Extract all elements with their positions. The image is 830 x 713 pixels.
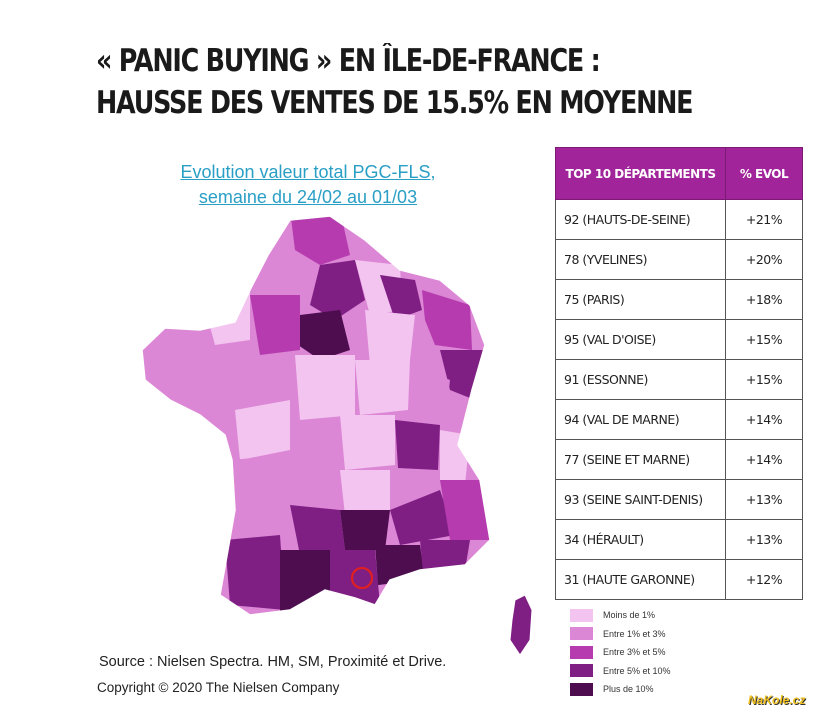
- title-line-1: « PANIC BUYING » EN ÎLE-DE-FRANCE :: [96, 43, 601, 79]
- dept-cell: 34 (HÉRAULT): [555, 519, 726, 560]
- legend-swatch: [570, 682, 593, 696]
- map-legend: Moins de 1% Entre 1% et 3% Entre 3% et 5…: [570, 606, 671, 699]
- map-regions: [142, 216, 490, 615]
- title-line-2: HAUSSE DES VENTES DE 15.5% EN MOYENNE: [96, 85, 694, 121]
- evol-cell: +15%: [725, 319, 803, 360]
- header-departments: TOP 10 DÉPARTEMENTS: [555, 147, 726, 200]
- legend-item: Plus de 10%: [570, 680, 671, 699]
- evol-cell: +20%: [725, 239, 803, 280]
- legend-label: Entre 1% et 3%: [603, 628, 666, 639]
- legend-swatch: [570, 664, 593, 678]
- watermark-logo: NaKole.cz: [748, 693, 806, 707]
- dept-cell: 94 (VAL DE MARNE): [555, 399, 726, 440]
- france-outline: [141, 215, 491, 616]
- evol-cell: +15%: [725, 359, 803, 400]
- legend-label: Entre 5% et 10%: [603, 665, 671, 676]
- evol-cell: +13%: [725, 479, 803, 520]
- dept-cell: 93 (SEINE SAINT-DENIS): [555, 479, 726, 520]
- table-row: 91 (ESSONNE) +15%: [555, 359, 803, 400]
- evol-cell: +13%: [725, 519, 803, 560]
- dept-cell: 78 (YVELINES): [555, 239, 726, 280]
- table-row: 93 (SEINE SAINT-DENIS) +13%: [555, 479, 803, 520]
- legend-swatch: [570, 608, 593, 622]
- table-row: 34 (HÉRAULT) +13%: [555, 519, 803, 560]
- evol-cell: +12%: [725, 559, 803, 600]
- copyright-note: Copyright © 2020 The Nielsen Company: [97, 680, 340, 695]
- legend-swatch: [570, 627, 593, 641]
- dept-cell: 92 (HAUTS-DE-SEINE): [555, 199, 726, 240]
- map-subtitle-link[interactable]: Evolution valeur total PGC-FLS, semaine …: [150, 160, 466, 210]
- table-row: 75 (PARIS) +18%: [555, 279, 803, 320]
- legend-label: Entre 3% et 5%: [603, 647, 666, 658]
- header-evolution: % EVOL: [725, 147, 803, 200]
- evol-cell: +18%: [725, 279, 803, 320]
- corsica-region: [509, 594, 533, 656]
- dept-cell: 31 (HAUTE GARONNE): [555, 559, 726, 600]
- subtitle-line-1: Evolution valeur total PGC-FLS,: [180, 162, 436, 182]
- legend-item: Entre 5% et 10%: [570, 662, 671, 681]
- legend-swatch: [570, 645, 593, 659]
- legend-item: Entre 3% et 5%: [570, 643, 671, 662]
- evol-cell: +21%: [725, 199, 803, 240]
- evol-cell: +14%: [725, 439, 803, 480]
- legend-label: Moins de 1%: [603, 610, 656, 621]
- table-row: 92 (HAUTS-DE-SEINE) +21%: [555, 199, 803, 240]
- source-note: Source : Nielsen Spectra. HM, SM, Proxim…: [99, 654, 447, 670]
- dept-cell: 91 (ESSONNE): [555, 359, 726, 400]
- subtitle-line-2: semaine du 24/02 au 01/03: [198, 187, 418, 207]
- dept-cell: 75 (PARIS): [555, 279, 726, 320]
- table-row: 77 (SEINE ET MARNE) +14%: [555, 439, 803, 480]
- dept-cell: 77 (SEINE ET MARNE): [555, 439, 726, 480]
- table-row: 95 (VAL D'OISE) +15%: [555, 319, 803, 360]
- table-row: 31 (HAUTE GARONNE) +12%: [555, 559, 803, 600]
- table-row: 78 (YVELINES) +20%: [555, 239, 803, 280]
- table-row: 94 (VAL DE MARNE) +14%: [555, 399, 803, 440]
- legend-item: Moins de 1%: [570, 606, 671, 625]
- evol-cell: +14%: [725, 399, 803, 440]
- france-choropleth-map: [141, 215, 533, 656]
- legend-label: Plus de 10%: [603, 684, 654, 695]
- infographic-title: « PANIC BUYING » EN ÎLE-DE-FRANCE : HAUS…: [96, 40, 694, 124]
- legend-item: Entre 1% et 3%: [570, 625, 671, 644]
- top-10-departments-table: TOP 10 DÉPARTEMENTS % EVOL 92 (HAUTS-DE-…: [555, 147, 803, 600]
- location-marker-circle: [350, 566, 374, 590]
- table-header-row: TOP 10 DÉPARTEMENTS % EVOL: [555, 147, 803, 200]
- dept-cell: 95 (VAL D'OISE): [555, 319, 726, 360]
